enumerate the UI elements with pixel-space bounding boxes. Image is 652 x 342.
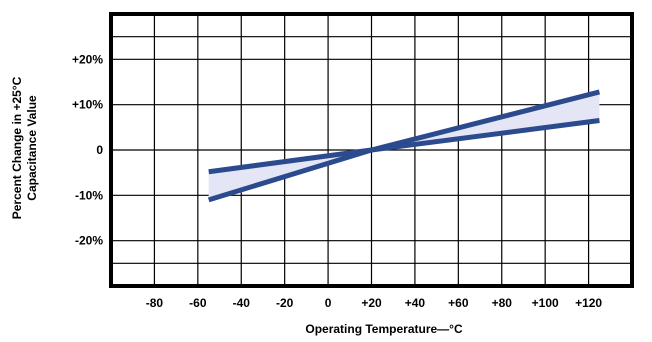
y-tick-label: -10% <box>75 188 103 202</box>
series-line-1 <box>208 118 600 175</box>
x-axis-ticks: -80 -60 -40 -20 0 +20 +40 +60 +80 +100 +120 <box>146 296 603 310</box>
x-tick-label: -40 <box>233 296 251 310</box>
y-axis-label-line2: Capacitance Value <box>25 95 39 201</box>
x-tick-label: +20 <box>361 296 382 310</box>
y-tick-label: -20% <box>75 234 103 248</box>
x-tick-label: +120 <box>575 296 602 310</box>
x-tick-label: -20 <box>276 296 294 310</box>
x-tick-label: -80 <box>146 296 164 310</box>
plot-border <box>109 12 634 288</box>
y-axis-ticks: +20% +10% 0 -10% -20% <box>72 52 103 247</box>
y-axis-label: Percent Change in +25°C <box>10 76 24 219</box>
y-tick-label: 0 <box>96 143 103 157</box>
plot-frame <box>109 12 634 288</box>
x-tick-label: -60 <box>189 296 207 310</box>
series-layer <box>207 89 601 203</box>
x-tick-label: +100 <box>532 296 559 310</box>
x-axis-label: Operating Temperature—°C <box>305 322 463 336</box>
x-tick-label: 0 <box>325 296 332 310</box>
y-tick-label: +10% <box>72 98 103 112</box>
x-tick-label: +60 <box>448 296 469 310</box>
y-tick-label: +20% <box>72 52 103 66</box>
x-tick-label: +80 <box>492 296 513 310</box>
x-tick-label: +40 <box>405 296 426 310</box>
